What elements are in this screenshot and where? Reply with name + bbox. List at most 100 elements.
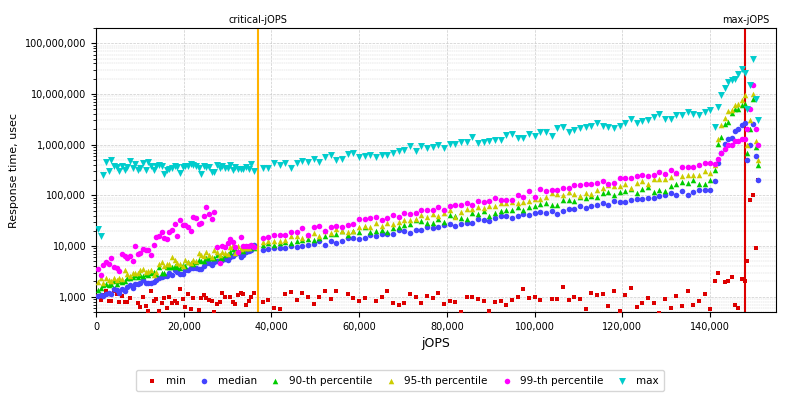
95-th percentile xyxy=(210,248,223,255)
max xyxy=(139,167,152,173)
min xyxy=(545,296,558,302)
median xyxy=(410,226,422,233)
min xyxy=(494,298,507,305)
min xyxy=(726,273,738,280)
min xyxy=(274,306,286,312)
99-th percentile xyxy=(664,167,677,173)
99-th percentile xyxy=(218,244,231,250)
95-th percentile xyxy=(187,257,200,264)
90-th percentile xyxy=(522,204,535,210)
95-th percentile xyxy=(158,263,170,270)
min xyxy=(245,294,258,300)
median xyxy=(562,206,575,212)
99-th percentile xyxy=(131,250,144,257)
median xyxy=(489,215,502,221)
median xyxy=(494,213,507,219)
95-th percentile xyxy=(179,257,192,263)
median xyxy=(232,250,245,257)
99-th percentile xyxy=(184,228,197,234)
max xyxy=(161,167,174,174)
99-th percentile xyxy=(118,253,131,259)
95-th percentile xyxy=(708,162,721,168)
99-th percentile xyxy=(528,194,541,200)
90-th percentile xyxy=(168,263,181,269)
min xyxy=(528,294,541,301)
90-th percentile xyxy=(302,236,314,242)
max xyxy=(134,165,147,171)
90-th percentile xyxy=(410,217,422,224)
median xyxy=(290,244,303,250)
min xyxy=(94,297,107,303)
median xyxy=(198,263,210,269)
95-th percentile xyxy=(675,172,688,179)
max xyxy=(744,82,757,88)
min xyxy=(539,315,552,321)
median xyxy=(139,280,152,286)
max xyxy=(208,168,221,175)
90-th percentile xyxy=(443,212,456,219)
max xyxy=(729,75,742,82)
min xyxy=(534,296,546,303)
99-th percentile xyxy=(92,266,105,273)
median xyxy=(752,177,765,183)
median xyxy=(285,243,298,250)
median xyxy=(330,240,342,246)
Legend: min, median, 90-th percentile, 95-th percentile, 99-th percentile, max: min, median, 90-th percentile, 95-th per… xyxy=(136,370,664,391)
95-th percentile xyxy=(681,172,694,178)
median xyxy=(718,140,731,147)
median xyxy=(613,198,626,205)
min xyxy=(449,299,462,305)
90-th percentile xyxy=(92,286,105,293)
90-th percentile xyxy=(381,228,394,235)
99-th percentile xyxy=(410,210,422,216)
max xyxy=(545,133,558,139)
95-th percentile xyxy=(184,260,197,266)
95-th percentile xyxy=(522,198,535,204)
max xyxy=(381,152,394,158)
95-th percentile xyxy=(123,272,136,279)
min xyxy=(711,270,724,276)
99-th percentile xyxy=(693,162,706,168)
90-th percentile xyxy=(681,180,694,186)
99-th percentile xyxy=(708,161,721,168)
max xyxy=(353,154,366,160)
90-th percentile xyxy=(735,102,748,109)
median xyxy=(237,252,250,258)
min xyxy=(708,278,721,285)
95-th percentile xyxy=(460,206,473,212)
max xyxy=(625,116,638,122)
median xyxy=(155,274,168,281)
median xyxy=(708,177,721,184)
min xyxy=(478,298,490,304)
min xyxy=(218,294,231,300)
min xyxy=(134,304,147,310)
95-th percentile xyxy=(268,238,281,244)
90-th percentile xyxy=(229,246,242,252)
99-th percentile xyxy=(123,252,136,259)
95-th percentile xyxy=(110,277,123,283)
median xyxy=(129,281,142,287)
99-th percentile xyxy=(596,178,609,184)
min xyxy=(741,258,754,264)
90-th percentile xyxy=(118,278,131,284)
median xyxy=(568,206,581,213)
max xyxy=(240,164,253,170)
max xyxy=(274,162,286,168)
90-th percentile xyxy=(752,162,765,168)
median xyxy=(174,271,186,277)
90-th percentile xyxy=(216,255,229,261)
min xyxy=(421,293,434,299)
99-th percentile xyxy=(176,222,189,228)
Text: max-jOPS: max-jOPS xyxy=(722,15,769,25)
max xyxy=(403,143,416,150)
max xyxy=(296,158,309,164)
90-th percentile xyxy=(534,201,546,207)
95-th percentile xyxy=(613,183,626,190)
max xyxy=(302,159,314,165)
95-th percentile xyxy=(647,175,660,182)
max xyxy=(108,163,121,169)
median xyxy=(240,249,253,255)
99-th percentile xyxy=(102,261,115,267)
90-th percentile xyxy=(398,222,410,228)
min xyxy=(139,303,152,309)
